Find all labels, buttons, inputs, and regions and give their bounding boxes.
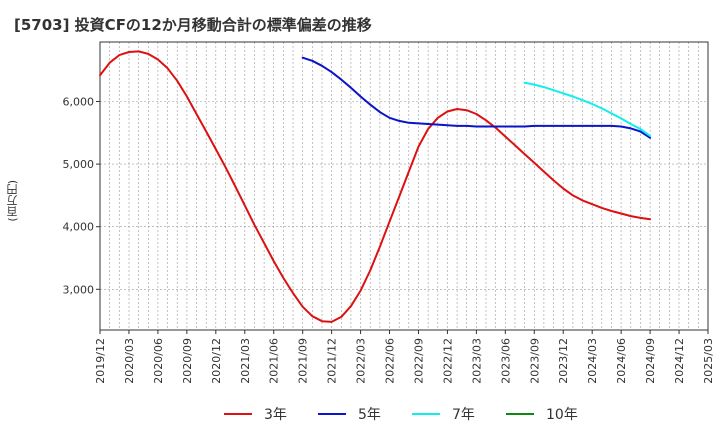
y-tick-label: 6,000 [63,96,95,109]
x-tick-label: 2021/06 [268,338,281,384]
plot-frame [99,41,709,331]
x-tick-label: 2023/09 [528,338,541,384]
x-tick-label: 2023/06 [499,338,512,384]
legend-label: 7年 [452,407,475,423]
x-tick-label: 2024/09 [644,338,657,384]
legend-label: 10年 [546,407,578,423]
series-lines [99,50,652,323]
x-tick-label: 2019/12 [94,338,107,384]
x-tick-label: 2021/03 [239,338,252,384]
y-tick-label: 3,000 [63,283,95,296]
x-tick-label: 2022/12 [441,338,454,384]
x-tick-label: 2020/06 [152,338,165,384]
axes: 3,000 4,000 5,000 6,000 2019/12 2020/03 2020/0… [63,41,715,384]
x-tick-label: 2020/09 [181,338,194,384]
x-tick-label: 2022/09 [412,338,425,384]
legend: 3年 5年 7年 10年 [224,407,578,423]
y-tick-label: 5,000 [63,158,95,171]
legend-label: 5年 [358,407,381,423]
x-tick-label: 2020/12 [210,338,223,384]
y-tick-label: 4,000 [63,221,95,234]
legend-label: 3年 [264,407,287,423]
x-tick-label: 2023/03 [470,338,483,384]
chart-title: [5703] 投資CFの12か月移動合計の標準偏差の推移 [14,16,372,34]
x-tick-label: 2021/09 [297,338,310,384]
x-tick-label: 2022/03 [355,338,368,384]
x-tick-label: 2021/12 [326,338,339,384]
gridlines [99,42,709,330]
x-tick-label: 2024/12 [673,338,686,384]
series-line [301,56,652,139]
series-line [523,81,652,137]
x-tick-label: 2023/12 [557,338,570,384]
x-tick-label: 2025/03 [702,338,715,384]
x-tick-label: 2024/03 [586,338,599,384]
x-tick-label: 2022/06 [384,338,397,384]
x-tick-label: 2020/03 [123,338,136,384]
x-tick-label: 2024/06 [615,338,628,384]
series-line [99,50,652,323]
